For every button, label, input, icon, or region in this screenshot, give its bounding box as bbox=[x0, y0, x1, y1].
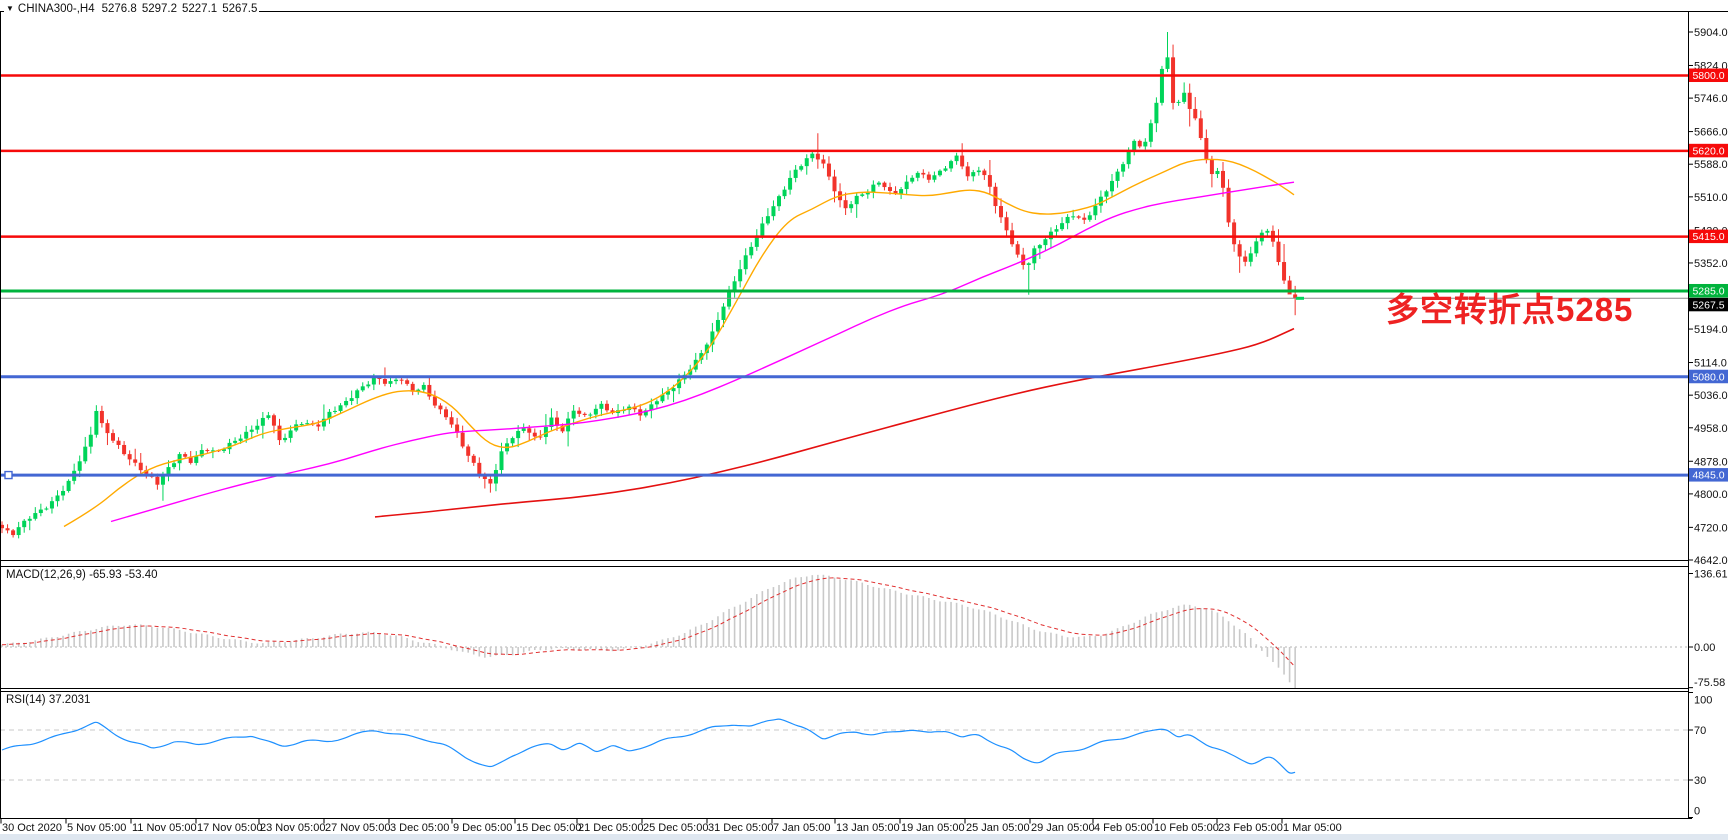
svg-text:30: 30 bbox=[1694, 775, 1706, 787]
svg-text:21 Dec 05:00: 21 Dec 05:00 bbox=[578, 822, 643, 834]
svg-text:5415.0: 5415.0 bbox=[1692, 231, 1724, 243]
ohlc-low: 5227.1 bbox=[182, 3, 218, 15]
svg-text:5285.0: 5285.0 bbox=[1692, 286, 1724, 298]
svg-text:23 Feb 05:00: 23 Feb 05:00 bbox=[1218, 822, 1283, 834]
line-drag-handle[interactable] bbox=[4, 470, 13, 480]
macd-indicator-label: MACD(12,26,9) -65.93 -53.40 bbox=[6, 569, 158, 581]
macd-panel bbox=[1, 574, 1296, 689]
svg-text:3 Dec 05:00: 3 Dec 05:00 bbox=[390, 822, 449, 834]
svg-text:5267.5: 5267.5 bbox=[1692, 299, 1724, 311]
svg-text:5036.0: 5036.0 bbox=[1694, 390, 1728, 402]
axis-price-tag bbox=[1689, 283, 1728, 298]
ma-mid-magenta bbox=[110, 181, 1295, 523]
svg-text:7 Jan 05:00: 7 Jan 05:00 bbox=[773, 822, 831, 834]
svg-text:11 Nov 05:00: 11 Nov 05:00 bbox=[132, 822, 197, 834]
rsi-line bbox=[1, 718, 1296, 774]
svg-text:31 Dec 05:00: 31 Dec 05:00 bbox=[708, 822, 773, 834]
indicator-axes: 136.61 0.00 -75.58 100 70 30 0 bbox=[1688, 569, 1728, 818]
svg-text:27 Nov 05:00: 27 Nov 05:00 bbox=[325, 822, 390, 834]
svg-text:23 Nov 05:00: 23 Nov 05:00 bbox=[260, 822, 325, 834]
axis-price-tag bbox=[1689, 229, 1728, 244]
rsi-panel bbox=[1, 718, 1296, 774]
svg-text:19 Jan 05:00: 19 Jan 05:00 bbox=[901, 822, 965, 834]
axis-price-tag bbox=[1689, 143, 1728, 158]
svg-text:5194.0: 5194.0 bbox=[1694, 324, 1728, 336]
svg-text:5746.0: 5746.0 bbox=[1694, 93, 1728, 105]
axis-price-tag bbox=[1689, 369, 1728, 384]
svg-text:30 Oct 2020: 30 Oct 2020 bbox=[2, 822, 62, 834]
svg-text:4800.0: 4800.0 bbox=[1694, 489, 1728, 501]
svg-text:25 Dec 05:00: 25 Dec 05:00 bbox=[643, 822, 708, 834]
svg-text:5620.0: 5620.0 bbox=[1692, 145, 1724, 157]
svg-text:15 Dec 05:00: 15 Dec 05:00 bbox=[516, 822, 581, 834]
ma-slow-red bbox=[374, 327, 1295, 518]
ma-fast-orange bbox=[63, 158, 1295, 528]
svg-text:5510.0: 5510.0 bbox=[1694, 192, 1728, 204]
svg-text:5 Nov 05:00: 5 Nov 05:00 bbox=[67, 822, 126, 834]
axis-price-tag bbox=[1689, 468, 1728, 482]
svg-text:29 Jan 05:00: 29 Jan 05:00 bbox=[1031, 822, 1095, 834]
symbol-name: CHINA300-,H4 bbox=[17, 3, 95, 15]
price-axis: 5904.05824.05746.05666.05588.05510.05430… bbox=[1688, 27, 1728, 567]
price-levels bbox=[0, 74, 1688, 480]
svg-text:70: 70 bbox=[1694, 725, 1706, 737]
svg-text:0.00: 0.00 bbox=[1694, 642, 1715, 654]
svg-text:5080.0: 5080.0 bbox=[1692, 371, 1724, 383]
axis-current-price-tag bbox=[1689, 297, 1728, 312]
svg-text:5666.0: 5666.0 bbox=[1694, 127, 1728, 139]
svg-text:100: 100 bbox=[1694, 695, 1712, 707]
svg-text:5800.0: 5800.0 bbox=[1692, 70, 1724, 82]
svg-text:1 Mar 05:00: 1 Mar 05:00 bbox=[1283, 822, 1342, 834]
svg-text:5114.0: 5114.0 bbox=[1694, 358, 1727, 370]
svg-text:5904.0: 5904.0 bbox=[1694, 27, 1728, 39]
svg-text:10 Feb 05:00: 10 Feb 05:00 bbox=[1154, 822, 1219, 834]
svg-text:136.61: 136.61 bbox=[1694, 569, 1728, 581]
svg-text:4845.0: 4845.0 bbox=[1692, 470, 1724, 482]
svg-text:9 Dec 05:00: 9 Dec 05:00 bbox=[453, 822, 512, 834]
panel-guides bbox=[0, 646, 1688, 781]
symbol-label: ▼ CHINA300-,H4 5276.8 5297.2 5227.1 5267.5 bbox=[4, 3, 260, 15]
svg-text:4642.0: 4642.0 bbox=[1694, 555, 1728, 567]
svg-text:4878.0: 4878.0 bbox=[1694, 456, 1728, 468]
svg-text:13 Jan 05:00: 13 Jan 05:00 bbox=[836, 822, 900, 834]
time-axis: 30 Oct 2020 5 Nov 05:00 11 Nov 05:00 17 Nov… bbox=[0, 818, 1342, 834]
svg-text:17 Nov 05:00: 17 Nov 05:00 bbox=[197, 822, 262, 834]
ohlc-high: 5297.2 bbox=[141, 3, 177, 15]
svg-text:5352.0: 5352.0 bbox=[1694, 258, 1728, 270]
ohlc-close: 5267.5 bbox=[222, 3, 258, 15]
last-price-marker bbox=[1296, 296, 1304, 300]
rsi-indicator-label: RSI(14) 37.2031 bbox=[6, 694, 91, 706]
svg-text:0: 0 bbox=[1694, 806, 1700, 818]
svg-text:4 Feb 05:00: 4 Feb 05:00 bbox=[1094, 822, 1153, 834]
svg-text:-75.58: -75.58 bbox=[1694, 677, 1725, 689]
window-bottom-strip bbox=[0, 834, 1728, 840]
svg-text:25 Jan 05:00: 25 Jan 05:00 bbox=[966, 822, 1030, 834]
svg-text:4958.0: 4958.0 bbox=[1694, 423, 1728, 435]
axis-price-tag bbox=[1689, 68, 1728, 83]
chevron-down-icon[interactable]: ▼ bbox=[6, 4, 14, 13]
macd-signal-line bbox=[1, 577, 1296, 668]
svg-text:4720.0: 4720.0 bbox=[1694, 522, 1728, 534]
ohlc-open: 5276.8 bbox=[101, 3, 137, 15]
pivot-annotation-text[interactable]: 多空转折点5285 bbox=[1386, 291, 1634, 328]
candles-layer bbox=[0, 32, 1298, 539]
panel-borders bbox=[0, 11, 1728, 819]
svg-text:5588.0: 5588.0 bbox=[1694, 159, 1728, 171]
